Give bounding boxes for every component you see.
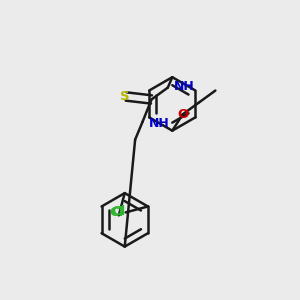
Text: Cl: Cl bbox=[109, 206, 123, 219]
Text: NH: NH bbox=[149, 117, 170, 130]
Text: O: O bbox=[177, 108, 188, 121]
Text: NH: NH bbox=[174, 80, 195, 93]
Text: S: S bbox=[120, 90, 130, 103]
Text: Cl: Cl bbox=[112, 206, 126, 218]
